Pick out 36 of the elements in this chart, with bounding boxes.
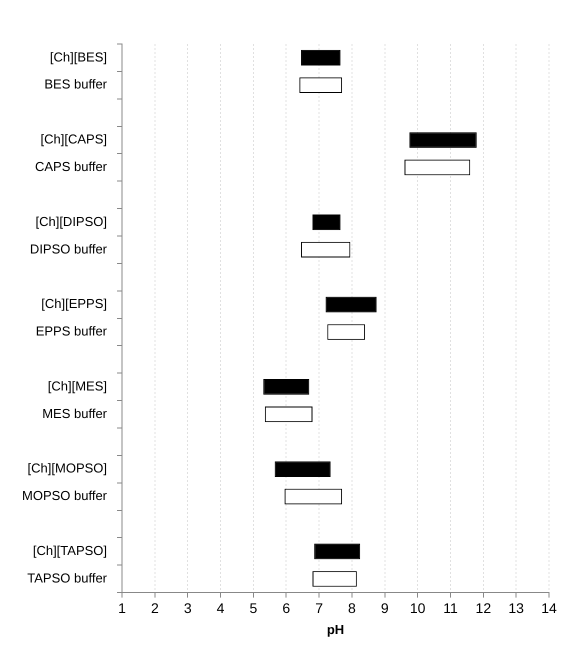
x-tick-label: 2 xyxy=(150,600,159,616)
y-tick-label: EPPS buffer xyxy=(36,324,108,339)
y-tick-label: [Ch][EPPS] xyxy=(41,296,108,312)
x-tick-label: 3 xyxy=(184,600,192,616)
x-tick-label: 9 xyxy=(380,600,389,616)
x-tick-label: 13 xyxy=(508,600,524,616)
bar xyxy=(263,379,310,395)
bar xyxy=(409,132,477,148)
y-tick-label: [Ch][DIPSO] xyxy=(35,214,108,229)
y-tick-label: DIPSO buffer xyxy=(30,241,108,256)
y-tick-label: [Ch][CAPS] xyxy=(40,132,108,147)
bar xyxy=(314,544,360,560)
x-tick-label: 5 xyxy=(249,600,258,616)
x-tick-label: 12 xyxy=(476,600,492,616)
x-tick-label: 1 xyxy=(118,600,126,616)
y-tick-label: TAPSO buffer xyxy=(27,570,108,586)
x-tick-label: 10 xyxy=(410,600,426,616)
y-tick-label: MOPSO buffer xyxy=(22,488,108,504)
y-tick-label: CAPS buffer xyxy=(34,159,108,174)
y-tick-label: [Ch][MOPSO] xyxy=(28,460,108,476)
y-tick-label: MES buffer xyxy=(42,406,108,421)
x-tick-label: 8 xyxy=(348,600,356,616)
bar xyxy=(274,461,331,477)
x-tick-label: 4 xyxy=(216,600,225,616)
x-tick-label: 6 xyxy=(282,600,290,616)
y-tick-label: [Ch][BES] xyxy=(50,49,108,64)
x-axis-title: pH xyxy=(326,622,344,637)
y-tick-label: [Ch][MES] xyxy=(48,378,108,394)
bar xyxy=(326,296,377,312)
x-tick-label: 14 xyxy=(541,600,557,616)
x-tick-label: 7 xyxy=(315,600,324,616)
y-tick-label: BES buffer xyxy=(44,76,108,92)
y-tick-label: [Ch][TAPSO] xyxy=(32,543,108,558)
bar xyxy=(301,50,340,66)
x-tick-label: 11 xyxy=(443,600,458,616)
bar xyxy=(312,214,340,230)
